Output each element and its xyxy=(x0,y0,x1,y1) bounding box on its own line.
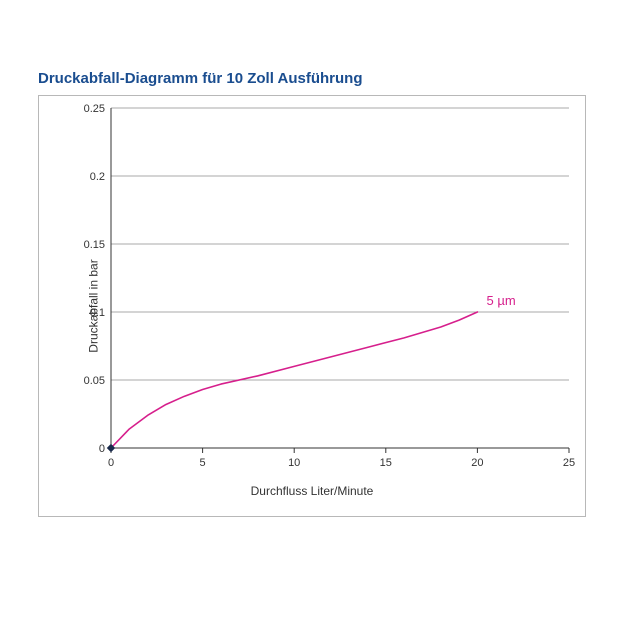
plot-area: 00.050.10.150.20.2505101520255 µm xyxy=(111,108,569,448)
x-tick-label: 0 xyxy=(108,457,114,469)
series-label: 5 µm xyxy=(487,293,516,308)
x-tick-label: 20 xyxy=(471,457,483,469)
plot-svg: 0 0.05 0.1 0.15 0.2 0.25 0 5 10 15 20 25 5 µm xyxy=(71,102,575,476)
y-tick-label: 0.2 xyxy=(90,171,105,183)
y-tick-label: 0.05 xyxy=(84,375,105,387)
x-tick-label: 25 xyxy=(563,457,575,469)
x-tick-label: 10 xyxy=(288,457,300,469)
x-tick-label: 5 xyxy=(200,457,206,469)
x-tick-label: 15 xyxy=(380,457,392,469)
y-tick-label: 0.25 xyxy=(84,103,105,115)
y-tick-label: 0.1 xyxy=(90,307,105,319)
chart-title: Druckabfall-Diagramm für 10 Zoll Ausführ… xyxy=(38,70,363,87)
y-tick-label: 0 xyxy=(99,443,105,455)
x-axis-label: Durchfluss Liter/Minute xyxy=(39,484,585,498)
y-tick-label: 0.15 xyxy=(84,239,105,251)
chart-panel: Druckabfall in bar 00.050.10.150.20.2505… xyxy=(38,95,586,517)
